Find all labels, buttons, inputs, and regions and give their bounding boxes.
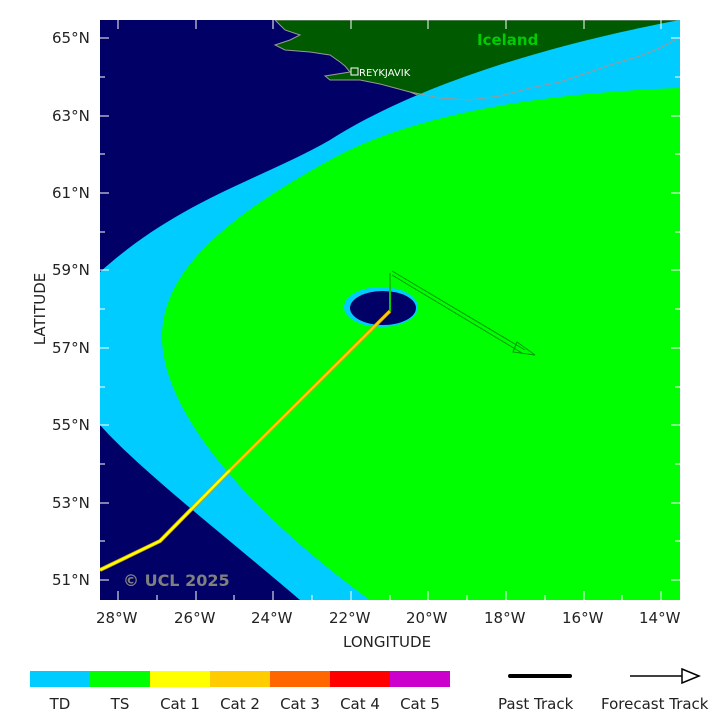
- legend-swatch-cat1: [150, 671, 210, 687]
- y-tick-51: 51°N: [52, 571, 90, 589]
- y-tick-53: 53°N: [52, 494, 90, 512]
- city-label: REYKJAVIK: [359, 68, 411, 79]
- forecast-track-arrow: [391, 270, 536, 356]
- x-tick-22w: 22°W: [329, 609, 371, 627]
- legend-label-td: TD: [49, 695, 71, 713]
- y-tick-55: 55°N: [52, 416, 90, 434]
- legend-label-cat5: Cat 5: [400, 695, 440, 713]
- legend-label-cat3: Cat 3: [280, 695, 320, 713]
- x-tick-26w: 26°W: [174, 609, 216, 627]
- forecast-track-legend-label: Forecast Track: [601, 695, 709, 713]
- x-tick-20w: 20°W: [406, 609, 448, 627]
- y-axis-title: LATITUDE: [31, 272, 49, 346]
- legend-swatch-cat2: [210, 671, 270, 687]
- x-tick-18w: 18°W: [484, 609, 526, 627]
- copyright-watermark: © UCL 2025: [123, 571, 230, 590]
- ts-wind-field: [161, 88, 680, 600]
- x-tick-16w: 16°W: [562, 609, 604, 627]
- map-plot-area: Iceland REYKJAVIK © UCL 2025: [100, 20, 680, 600]
- legend-swatch-cat5: [390, 671, 450, 687]
- forecast-track-legend-icon: [630, 667, 701, 685]
- legend-label-cat4: Cat 4: [340, 695, 380, 713]
- past-track-cat2-core: [229, 310, 391, 471]
- y-tick-65: 65°N: [52, 29, 90, 47]
- legend-label-ts: TS: [110, 695, 130, 713]
- eye: [350, 291, 416, 325]
- past-track-cat1-core: [100, 469, 231, 572]
- iceland-coastline: [409, 39, 676, 101]
- legend-label-cat1: Cat 1: [160, 695, 200, 713]
- country-label: Iceland: [477, 31, 538, 49]
- legend-swatch-ts: [90, 671, 150, 687]
- legend-swatch-cat3: [270, 671, 330, 687]
- x-axis-title: LONGITUDE: [343, 633, 432, 651]
- legend-label-cat2: Cat 2: [220, 695, 260, 713]
- past-track-legend-label: Past Track: [498, 695, 574, 713]
- y-tick-57: 57°N: [52, 339, 90, 357]
- y-tick-59: 59°N: [52, 261, 90, 279]
- axis-ticks: [100, 20, 680, 600]
- x-tick-28w: 28°W: [96, 609, 138, 627]
- city-marker-icon: [350, 67, 359, 76]
- y-tick-63: 63°N: [52, 107, 90, 125]
- y-tick-61: 61°N: [52, 184, 90, 202]
- legend-swatch-td: [30, 671, 90, 687]
- x-tick-14w: 14°W: [639, 609, 681, 627]
- x-tick-24w: 24°W: [251, 609, 293, 627]
- legend-swatch-cat4: [330, 671, 390, 687]
